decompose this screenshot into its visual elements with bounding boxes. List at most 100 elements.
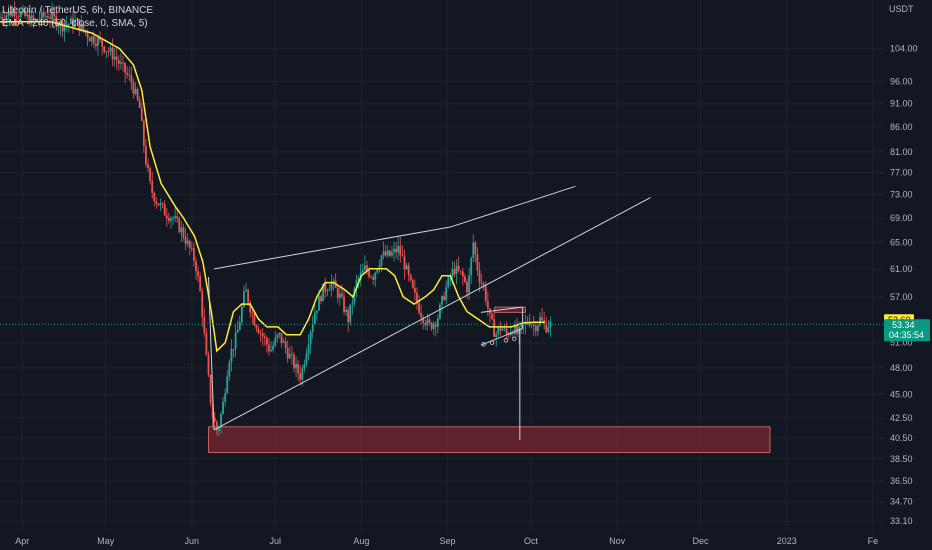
candle-body [57, 26, 60, 28]
pattern-point [503, 338, 509, 343]
candle-body [257, 328, 260, 334]
candle-body [503, 328, 506, 330]
candle-body [255, 325, 258, 329]
candle-body [26, 14, 29, 17]
candle-body [501, 328, 504, 331]
candle-body [413, 287, 416, 293]
candle-body [13, 10, 16, 17]
candle-body [466, 281, 468, 293]
candle-body [11, 10, 14, 16]
x-tick-label: 2023 [777, 536, 797, 546]
time-axis: Apr May Jun Jul Aug Sep Oct Nov Dec 2023 Fe [15, 536, 878, 546]
trend-line [207, 277, 215, 430]
candle-body [155, 201, 158, 204]
candle-body [370, 276, 373, 278]
x-tick-label: Oct [524, 536, 539, 546]
candle-body [405, 265, 408, 270]
candle-body [201, 291, 204, 317]
candle-body [332, 280, 335, 282]
candle-body [395, 248, 398, 253]
candle-body [120, 62, 122, 64]
trend-line [480, 306, 523, 313]
price-axis-panel[interactable] [884, 0, 932, 530]
candle-body [145, 146, 147, 165]
candle-body [453, 269, 456, 275]
candle-body [251, 312, 254, 314]
candle-body [409, 274, 412, 280]
candle-body [30, 15, 33, 25]
candle-body [138, 99, 141, 108]
y-tick-label: 65.00 [890, 238, 913, 248]
candle-body [95, 43, 97, 46]
candle-body [430, 322, 433, 329]
candle-body [372, 277, 375, 280]
candle-body [403, 256, 406, 270]
candle-body [28, 14, 31, 25]
candle-body [445, 286, 448, 300]
candle-body [215, 421, 218, 431]
candle-body [401, 255, 404, 257]
trend-line [450, 185, 576, 228]
candle-body [468, 275, 471, 293]
candle-body [288, 354, 291, 359]
candle-body [176, 216, 179, 219]
candle-body [3, 19, 6, 21]
candle-body [86, 32, 89, 38]
candle-body [17, 16, 20, 18]
candle-body [136, 88, 139, 100]
symbol-title[interactable]: Litecoin / TetherUS, 6h, BINANCE [2, 5, 153, 16]
candle-body [336, 287, 339, 298]
candle-body [161, 203, 164, 205]
candle-body [170, 218, 172, 221]
candle-body [541, 317, 543, 321]
candle-body [532, 324, 535, 326]
candle-body [211, 402, 214, 418]
candle-body [313, 312, 316, 324]
candle-body [461, 271, 464, 277]
currency-label: USDT [889, 4, 914, 14]
candle-body [115, 56, 118, 61]
candle-body [391, 252, 393, 256]
y-tick-label: 69.00 [890, 213, 913, 223]
y-tick-label: 51.00 [890, 338, 913, 348]
candle-body [378, 265, 381, 270]
ema-line [0, 20, 545, 353]
x-tick-label: Sep [440, 536, 456, 546]
candle-body [520, 324, 523, 327]
last-price-tag-bg [884, 319, 930, 342]
candle-body [263, 336, 266, 338]
candle-body [72, 18, 74, 27]
trend-line [213, 197, 651, 431]
candle-body [224, 393, 227, 402]
candle-body [397, 245, 400, 253]
candle-body [309, 332, 312, 345]
candle-body [399, 245, 402, 256]
candle-body [103, 46, 106, 52]
candle-body [422, 317, 425, 323]
time-axis-panel[interactable] [0, 530, 884, 550]
candle-body [374, 272, 377, 280]
candle-body [199, 276, 202, 292]
candle-body [516, 325, 518, 335]
pattern-point [512, 336, 517, 341]
candle-body [234, 332, 237, 350]
candle-body [167, 218, 170, 221]
price-axis: 104.00 96.00 91.00 86.00 81.00 77.00 73.00 69.0… [890, 44, 918, 527]
candle-body [1, 17, 3, 20]
indicator-label[interactable]: EMA · 240 (50, close, 0, SMA, 5) [2, 18, 148, 29]
candle-body [495, 334, 498, 337]
y-tick-label: 91.00 [890, 99, 913, 109]
x-tick-label: Aug [353, 536, 369, 546]
candle-body [232, 348, 235, 350]
candle-body [507, 334, 510, 336]
candle-body [486, 301, 489, 309]
candle-body [470, 257, 473, 276]
candle-body [53, 11, 56, 17]
candle-body [447, 277, 450, 287]
candle-body [240, 306, 243, 323]
candle-body [482, 283, 485, 287]
candle-body [76, 19, 79, 20]
chart-legend: Litecoin / TetherUS, 6h, BINANCE EMA · 2… [2, 4, 153, 30]
y-tick-label: 33.10 [890, 516, 913, 526]
